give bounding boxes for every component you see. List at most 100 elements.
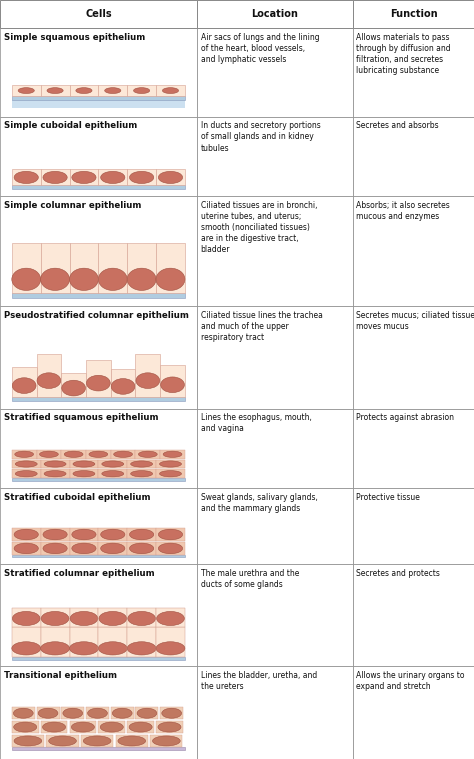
Bar [86, 450, 111, 458]
Text: Sweat glands, salivary glands,
and the mammary glands: Sweat glands, salivary glands, and the m… [201, 493, 318, 513]
Text: Lines the esophagus, mouth,
and vagina: Lines the esophagus, mouth, and vagina [201, 413, 311, 433]
Bar [41, 628, 70, 657]
Ellipse shape [161, 377, 184, 392]
Bar [127, 243, 156, 294]
Bar [156, 85, 185, 96]
Bar [0, 564, 197, 666]
Bar [0, 197, 197, 307]
Ellipse shape [158, 722, 181, 732]
Ellipse shape [70, 642, 98, 655]
Bar [98, 460, 127, 468]
Bar [36, 354, 61, 397]
Bar [156, 628, 185, 657]
Text: Cells: Cells [85, 9, 112, 19]
Bar [127, 460, 156, 468]
Ellipse shape [127, 642, 156, 655]
Ellipse shape [88, 708, 108, 718]
Bar [0, 488, 197, 564]
Ellipse shape [100, 529, 125, 540]
Ellipse shape [129, 172, 154, 184]
Text: Lines the bladder, uretha, and
the ureters: Lines the bladder, uretha, and the urete… [201, 671, 317, 691]
Ellipse shape [156, 612, 184, 625]
Bar [70, 628, 98, 657]
Bar [111, 707, 134, 720]
Text: Ciliated tissues are in bronchi,
uterine tubes, and uterus;
smooth (nonciliated : Ciliated tissues are in bronchi, uterine… [201, 201, 317, 254]
Ellipse shape [100, 172, 125, 184]
Bar [197, 117, 353, 197]
Bar [12, 169, 41, 185]
Bar [12, 397, 185, 401]
Bar [12, 528, 41, 540]
Bar [12, 99, 185, 108]
Bar [197, 307, 353, 408]
Text: Simple cuboidal epithelium: Simple cuboidal epithelium [4, 121, 137, 131]
Ellipse shape [14, 172, 38, 184]
Ellipse shape [99, 612, 127, 625]
Bar [197, 488, 353, 564]
Bar [353, 666, 474, 759]
Ellipse shape [14, 529, 38, 540]
Text: Protective tissue: Protective tissue [356, 493, 420, 502]
Bar [81, 735, 113, 747]
Text: Stratified cuboidal epithelium: Stratified cuboidal epithelium [4, 493, 150, 502]
Ellipse shape [72, 722, 94, 732]
Text: Simple squamous epithelium: Simple squamous epithelium [4, 33, 145, 42]
Text: Ciliated tissue lines the trachea
and much of the upper
respiratory tract: Ciliated tissue lines the trachea and mu… [201, 311, 322, 342]
Ellipse shape [118, 736, 146, 746]
Bar [41, 721, 67, 733]
Ellipse shape [153, 736, 180, 746]
Ellipse shape [131, 461, 153, 467]
Bar [127, 528, 156, 540]
Bar [61, 373, 86, 397]
Bar [156, 608, 185, 628]
Ellipse shape [102, 461, 124, 467]
Ellipse shape [43, 722, 65, 732]
Bar [12, 243, 41, 294]
Ellipse shape [156, 642, 185, 655]
Ellipse shape [39, 451, 58, 458]
Ellipse shape [72, 529, 96, 540]
Ellipse shape [160, 461, 182, 467]
Ellipse shape [136, 373, 160, 389]
Bar [111, 369, 136, 397]
Bar [70, 608, 98, 628]
Bar [41, 85, 70, 96]
Bar [156, 470, 185, 478]
Ellipse shape [12, 378, 36, 393]
Bar [127, 85, 156, 96]
Bar [353, 117, 474, 197]
Ellipse shape [137, 708, 157, 718]
Bar [98, 628, 127, 657]
Bar [41, 470, 70, 478]
Text: Allows the urinary organs to
expand and stretch: Allows the urinary organs to expand and … [356, 671, 465, 691]
Bar [150, 735, 182, 747]
Bar [127, 169, 156, 185]
Bar [61, 707, 84, 720]
Ellipse shape [72, 543, 96, 554]
Bar [86, 707, 109, 720]
Bar [70, 460, 98, 468]
Bar [36, 450, 61, 458]
Bar [0, 666, 197, 759]
Ellipse shape [83, 736, 111, 746]
Bar [0, 408, 197, 488]
Bar [98, 608, 127, 628]
Ellipse shape [72, 172, 96, 184]
Ellipse shape [63, 708, 82, 718]
Bar [12, 478, 185, 480]
Ellipse shape [99, 268, 127, 291]
Bar [353, 408, 474, 488]
Bar [197, 197, 353, 307]
Bar [12, 367, 36, 397]
Bar [41, 243, 70, 294]
Bar [197, 564, 353, 666]
Bar [70, 243, 98, 294]
Ellipse shape [134, 87, 150, 93]
Bar [160, 450, 185, 458]
Ellipse shape [111, 379, 135, 394]
Ellipse shape [43, 172, 67, 184]
Bar [127, 470, 156, 478]
Text: Allows materials to pass
through by diffusion and
filtration, and secretes
lubri: Allows materials to pass through by diff… [356, 33, 451, 75]
Bar [156, 460, 185, 468]
Ellipse shape [41, 612, 69, 625]
